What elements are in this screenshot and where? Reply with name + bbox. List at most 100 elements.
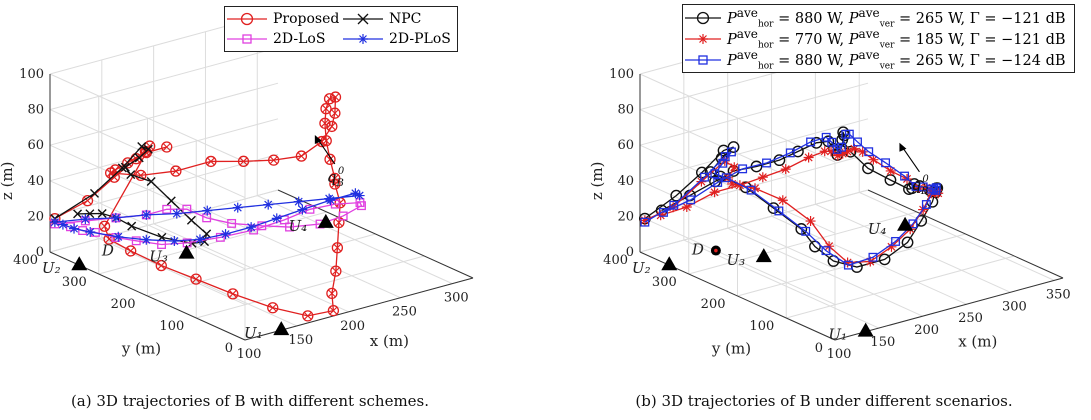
plot-b-series-2-point-4 xyxy=(726,147,736,157)
plot-a-series-3-point-19 xyxy=(141,234,152,245)
legend-b-entry-1: Pavehor = 880 W, Pavever = 265 W, Γ = −1… xyxy=(683,5,1074,30)
plot-a-series-2-point-18 xyxy=(215,232,225,242)
plot-a-y-tick-0: 0 xyxy=(225,341,233,356)
plot-a-series-3-point-8 xyxy=(293,196,304,207)
plot-b-annotation-0: qB0 xyxy=(911,174,929,197)
plot-b-series-1-point-5 xyxy=(723,172,734,183)
plot-a-series-1-point-19 xyxy=(73,209,83,219)
caption-b: (b) 3D trajectories of B under different… xyxy=(635,392,1013,410)
plot-a-series-0-point-37-cross xyxy=(126,247,135,255)
plot-b-series-1-point-6 xyxy=(727,178,738,189)
caption-a: (a) 3D trajectories of B with different … xyxy=(70,392,430,410)
plot-a-series-2-point-9 xyxy=(285,222,294,232)
plot-b-series-2-point-9 xyxy=(774,206,784,216)
plot-a-annotation-0: qB0 xyxy=(327,166,345,189)
plot-b-series-2-point-24 xyxy=(881,158,891,168)
plot-a-series-3-point-14 xyxy=(271,213,282,224)
plot-a-series-0-point-13 xyxy=(268,154,280,166)
plot-a-series-0-point-13-ring xyxy=(268,154,280,166)
plot-a-series-0-point-9-ring xyxy=(135,169,147,182)
plot-b-series-2-point-20 xyxy=(927,184,937,194)
plot-a-series-0-point-35 xyxy=(190,273,202,285)
plot-b-y-tick-1: 100 xyxy=(749,319,774,334)
plot-a-series-0-point-37-ring xyxy=(125,245,137,257)
plot-a-series-3-point-17 xyxy=(194,234,205,245)
plot-b-marker-2-triangle xyxy=(755,248,772,263)
plot-a-series-0-point-19-cross xyxy=(325,94,334,103)
plot-b-annotation-0-arrow xyxy=(900,145,920,173)
plot-b-series-1-point-11 xyxy=(842,257,853,268)
plot-b-grid-floor-y-1 xyxy=(786,255,1015,319)
plot-a-series-0-point-10-cross xyxy=(172,167,180,175)
plot-a-series-0-point-39-cross xyxy=(100,222,109,231)
plot-a-series-0-point-36-ring xyxy=(155,259,167,272)
legend-b-swatch-1 xyxy=(685,11,721,24)
plot-b-series-0-point-27 xyxy=(862,162,874,175)
plot-a-y-tick-1: 100 xyxy=(159,319,184,334)
plot-a-marker-4-label: D xyxy=(101,242,114,260)
plot-a-series-1-point-15 xyxy=(127,221,137,231)
plot-b-series-2-point-33 xyxy=(806,137,816,147)
plot-b-series-2-point-10 xyxy=(801,226,811,236)
plot-a-series-0-point-10-ring xyxy=(170,165,182,177)
legend-b-swatch-3 xyxy=(685,54,721,65)
plot-b-series-2-point-37 xyxy=(713,178,723,187)
plot-a-series-0-line xyxy=(54,96,341,317)
plot-b-series-1-point-30 xyxy=(826,146,837,157)
plot-a-series-0-point-41-ring xyxy=(161,141,173,153)
plot-a-series-1-point-3 xyxy=(137,142,147,151)
plot-b-z-axis-label: z (m) xyxy=(588,161,606,200)
plot-a-series-0-point-20 xyxy=(320,103,332,115)
plot-b-series-2-point-12 xyxy=(843,260,853,270)
plot-b-series-2-point-30 xyxy=(832,144,842,154)
legend-b-label-2: Pavehor = 770 W, Pavever = 185 W, Γ = −1… xyxy=(727,26,1066,51)
plot-a-series-3-point-0 xyxy=(49,217,60,228)
plot-a-series-0-point-31-ring xyxy=(327,305,340,317)
plot-a-series-0-point-33-cross xyxy=(268,303,277,312)
plot-b-y-tick-0: 0 xyxy=(815,341,823,356)
plot-a-series-2-point-4 xyxy=(162,204,172,214)
plot-a-series-3-point-1 xyxy=(80,214,91,225)
plot-a-series-0-point-23 xyxy=(324,153,336,165)
legend-b: Pavehor = 880 W, Pavever = 265 W, Γ = −1… xyxy=(682,4,1075,73)
plot-a-series-2-point-21 xyxy=(131,236,141,246)
plot-b-annotation-0-arrowhead xyxy=(899,142,907,152)
plot-b-y-tick-2: 200 xyxy=(701,297,726,312)
plot-a-series-2-point-11 xyxy=(338,211,348,221)
plot-a-annotation-0-arrowhead xyxy=(314,134,322,144)
plot-a-series-0-point-20-ring xyxy=(320,103,332,115)
plot-a-series-0-point-34-ring xyxy=(227,288,239,300)
plot-a-series-0-point-37 xyxy=(125,245,137,257)
plot-a-series-0-point-11-ring xyxy=(205,155,217,168)
plot-b-series-0-point-4 xyxy=(727,141,740,153)
plot-a-series-0-point-17 xyxy=(329,107,341,119)
plot-a-series-0-point-21-ring xyxy=(319,117,331,129)
plot-b-grid-side-z-2 xyxy=(639,180,836,270)
plot-b-x-tick-2: 200 xyxy=(914,323,939,338)
legend-b-label-1: Pavehor = 880 W, Pavever = 265 W, Γ = −1… xyxy=(727,5,1066,30)
plot-b-series-1-point-35 xyxy=(734,180,745,191)
plot-a-z-tick-1: 20 xyxy=(27,209,44,224)
plot-b-z-tick-1: 20 xyxy=(617,209,634,224)
plot-a-series-0-point-30-ring xyxy=(326,287,338,300)
plot-b-series-0-point-25 xyxy=(903,183,915,196)
plot-a: 1001502002503000100200300400020406080100… xyxy=(0,11,474,362)
plot-a-series-0-point-32 xyxy=(302,310,314,322)
legend-label-2d-los: 2D-LoS xyxy=(273,31,326,47)
plot-b-series-1-point-8 xyxy=(777,195,788,206)
plot-b-series-2-point-39 xyxy=(659,207,668,217)
plot-a-series-0-point-17-ring xyxy=(329,107,341,119)
plot-a-series-2-point-6 xyxy=(202,213,212,223)
plot-a-grid-floor-y-1 xyxy=(196,255,425,319)
plot-b-series-2-point-13 xyxy=(868,252,878,262)
plot-a-series-0-point-35-ring xyxy=(190,273,202,285)
plot-a-series-0-point-39-ring xyxy=(98,220,111,232)
plot-a-series-3-point-5 xyxy=(202,205,213,216)
plot-b-x-axis xyxy=(834,277,1064,341)
plot-b-series-1-point-25 xyxy=(857,146,868,157)
plot-b-z-tick-3: 60 xyxy=(617,138,634,153)
plot-a-series-0-point-33-ring xyxy=(267,302,279,314)
plot-a-series-3-point-18 xyxy=(169,236,180,247)
legend-label-npc: NPC xyxy=(389,11,422,27)
legend-a-entry-2d-plos: 2D-PLoS xyxy=(341,29,457,49)
